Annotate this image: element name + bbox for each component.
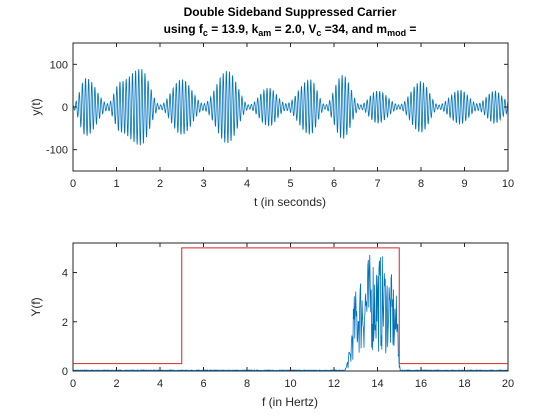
x-tick-label: 6 [200,378,206,390]
x-tick-label: 1 [113,178,119,190]
filter-line [73,247,508,365]
x-tick-label: 4 [157,378,163,390]
y-tick-label: 0 [62,366,68,378]
x-tick-label: 9 [461,178,467,190]
x-tick-label: 8 [418,178,424,190]
x-tick-label: 12 [328,378,340,390]
x-tick-label: 4 [244,178,250,190]
x-tick-label: 0 [70,378,76,390]
x-tick-label: 20 [502,378,514,390]
chart-title-line1: Double Sideband Suppressed Carrier [184,5,397,19]
x-tick-label: 14 [371,378,383,390]
frequency-domain-plot: 0 2 4 6 8 10 12 14 16 18 20 0 2 4 f (in Hertz) Y(f) [29,242,514,409]
x-tick-label: 2 [157,178,163,190]
spectrum-line [72,254,509,372]
x-tick-label: 7 [374,178,380,190]
y-tick-label: 100 [50,59,68,71]
x-tick-label: 10 [502,178,514,190]
signal-line [72,69,509,146]
y-tick-label: 4 [62,268,68,280]
y-tick-label: 0 [62,102,68,114]
axis-ticks-2: 0 2 4 6 8 10 12 14 16 18 20 0 2 4 [62,243,514,390]
x-tick-label: 6 [331,178,337,190]
y-axis-label-1: y(t) [29,98,43,115]
y-tick-label: 2 [62,317,68,329]
x-tick-label: 3 [200,178,206,190]
x-tick-label: 16 [415,378,427,390]
plot-area-2 [72,242,509,372]
y-axis-label-2: Y(f) [29,297,43,316]
x-tick-label: 2 [113,378,119,390]
x-tick-label: 0 [70,178,76,190]
x-axis-label-1: t (in seconds) [254,195,326,209]
x-tick-label: 18 [458,378,470,390]
x-tick-label: 8 [244,378,250,390]
time-domain-plot: Double Sideband Suppressed Carrier using… [29,5,514,209]
axis-ticks-1: 0 1 2 3 4 5 6 7 8 9 10 -100 0 100 [46,43,514,190]
chart-title-line2: using fc = 13.9, kam = 2.0, Vc =34, and … [164,22,417,38]
y-tick-label: -100 [46,145,68,157]
x-tick-label: 5 [287,178,293,190]
x-tick-label: 10 [284,378,296,390]
x-axis-label-2: f (in Hertz) [262,395,318,409]
